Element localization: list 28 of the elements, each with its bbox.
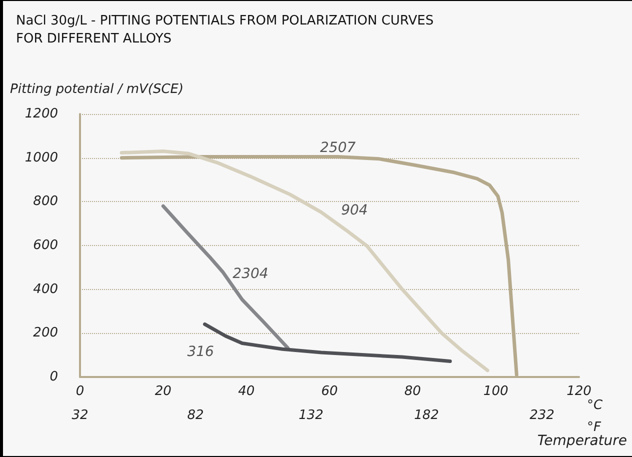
x-tick-label: 100 xyxy=(483,384,508,399)
x-axis-title: °C xyxy=(587,398,604,413)
chart-title: NaCl 30g/L - PITTING POTENTIALS FROM POLARIZATION CURVES FOR DIFFERENT ALLOYS xyxy=(16,14,434,46)
series-label: 904 xyxy=(341,202,368,218)
x2-tick-label: 32 xyxy=(72,408,88,423)
x2-tick-label: 132 xyxy=(298,408,324,423)
y-tick-label: 400 xyxy=(33,282,58,297)
x-tick-label: 60 xyxy=(321,384,338,399)
y-axis-title: Pitting potential / mV(SCE) xyxy=(10,82,184,97)
x2-tick-label: 182 xyxy=(414,408,439,423)
y-tick-label: 200 xyxy=(33,326,58,341)
y-tick-label: 600 xyxy=(33,238,58,253)
series-label: 316 xyxy=(187,344,214,360)
x2-tick-label: 232 xyxy=(530,408,554,423)
y-tick-label: 1000 xyxy=(24,150,58,166)
x-tick-label: 80 xyxy=(404,384,421,399)
y-tick-label: 0 xyxy=(50,370,58,384)
series-label: 2507 xyxy=(320,140,356,156)
x2-tick-label: 82 xyxy=(187,408,204,423)
x-tick-label: 40 xyxy=(238,384,255,399)
x-tick-label: 0 xyxy=(76,384,84,399)
series-label: 2304 xyxy=(232,266,268,282)
x-tick-label: 20 xyxy=(154,384,172,399)
x2-axis-title: °F xyxy=(587,420,602,435)
y-tick-label: 800 xyxy=(33,194,58,210)
x-tick-label: 120 xyxy=(566,384,592,399)
text: Temperature xyxy=(537,433,627,449)
y-tick-label: 1200 xyxy=(24,106,58,122)
